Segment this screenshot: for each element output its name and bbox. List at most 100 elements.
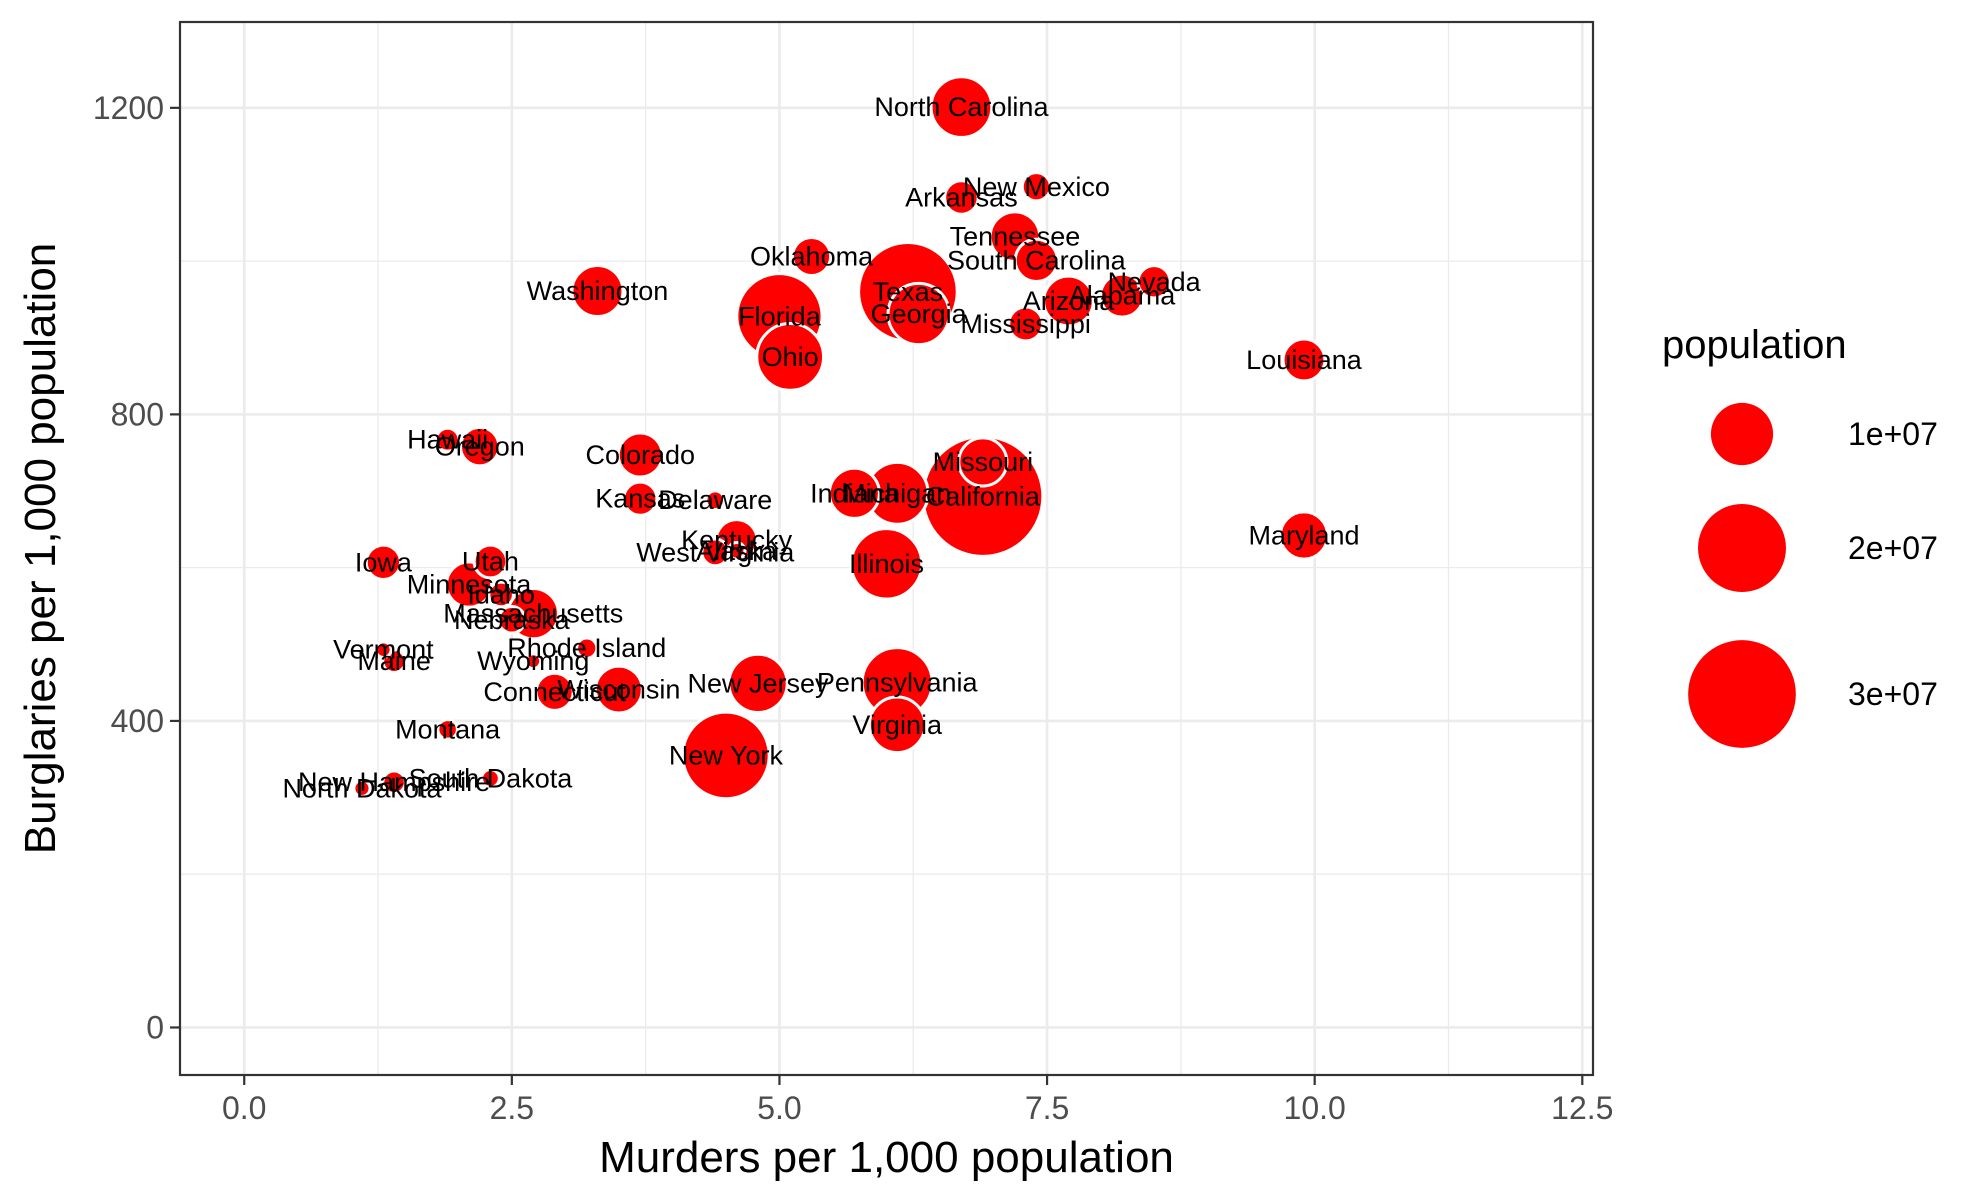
grid-lines — [180, 22, 1593, 1075]
point-label-montana: Montana — [395, 714, 501, 744]
x-tick-label: 0.0 — [222, 1090, 266, 1126]
legend-label: 2e+07 — [1848, 530, 1938, 566]
x-axis-title: Murders per 1,000 population — [599, 1133, 1174, 1182]
point-montana — [436, 718, 459, 741]
point-label-washington: Washington — [527, 276, 669, 306]
point-wisconsin — [593, 664, 644, 715]
legend-label: 3e+07 — [1848, 676, 1938, 712]
point-label-massachusetts: Massachusetts — [443, 599, 623, 629]
point-label-texas: Texas — [873, 277, 944, 307]
point-label-wisconsin: Wisconsin — [557, 675, 680, 705]
y-tick-label: 800 — [111, 396, 164, 432]
point-label-north-carolina: North Carolina — [874, 92, 1049, 122]
point-label-missouri: Missouri — [933, 447, 1034, 477]
point-washington — [570, 264, 625, 318]
point-label-arizona: Arizona — [1023, 286, 1116, 316]
point-new-hampshire — [381, 769, 407, 796]
point-label-new-hampshire: New Hampshire — [298, 767, 490, 797]
point-indiana — [827, 466, 881, 520]
point-label-oregon: Oregon — [435, 432, 525, 462]
point-maryland — [1278, 510, 1330, 561]
point-label-minnesota: Minnesota — [407, 570, 533, 600]
point-iowa — [364, 543, 403, 581]
x-tick-label: 2.5 — [490, 1090, 534, 1126]
point-label-tennessee: Tennessee — [950, 222, 1081, 252]
point-label-california: California — [926, 481, 1041, 511]
point-label-delaware: Delaware — [658, 485, 772, 515]
point-label-colorado: Colorado — [586, 440, 696, 470]
legend-key — [1698, 504, 1786, 592]
point-colorado — [616, 431, 664, 479]
panel-border — [178, 20, 1595, 1077]
y-tick-label: 1200 — [93, 90, 164, 126]
point-south-dakota — [480, 768, 501, 789]
point-kansas — [622, 480, 659, 517]
point-label-oklahoma: Oklahoma — [750, 242, 874, 272]
legend-title: population — [1662, 323, 1847, 367]
point-label-utah: Utah — [462, 547, 519, 577]
point-wyoming — [524, 652, 543, 671]
point-label-south-dakota: South Dakota — [409, 763, 574, 793]
point-label-maryland: Maryland — [1248, 520, 1359, 550]
point-nebraska — [497, 604, 527, 635]
point-label-kentucky: Kentucky — [681, 525, 793, 555]
point-label-west-virginia: West Virginia — [636, 537, 795, 567]
point-label-maine: Maine — [357, 646, 431, 676]
y-tick-label: 0 — [146, 1009, 164, 1045]
point-idaho — [487, 580, 515, 609]
x-tick-label: 7.5 — [1025, 1090, 1069, 1126]
legend-key — [1688, 640, 1796, 748]
point-label-kansas: Kansas — [595, 484, 685, 514]
point-delaware — [704, 489, 727, 512]
point-label-new-mexico: New Mexico — [963, 172, 1110, 202]
point-label-michigan: Michigan — [843, 478, 951, 508]
point-arkansas — [943, 179, 980, 216]
point-label-arkansas: Arkansas — [905, 183, 1018, 213]
point-label-illinois: Illinois — [849, 549, 924, 579]
point-label-north-dakota: North Dakota — [282, 773, 442, 803]
legend-key — [1710, 402, 1774, 466]
point-hawaii — [434, 426, 461, 453]
axes: 0.0 2.5 5.0 7.5 10.0 12.5 0 400 800 1200 — [93, 90, 1614, 1126]
data-points — [352, 75, 1330, 801]
point-label-rhode-island: Rhode Island — [507, 633, 666, 663]
y-axis-title: Burglaries per 1,000 population — [16, 243, 65, 855]
x-tick-label: 5.0 — [757, 1090, 801, 1126]
point-rhode-island — [575, 636, 599, 660]
point-label-nebraska: Nebraska — [454, 605, 571, 635]
point-label-idaho: Idaho — [467, 579, 535, 609]
point-arizona — [1042, 274, 1095, 328]
point-label-pennsylvania: Pennsylvania — [817, 668, 979, 698]
point-label-louisiana: Louisiana — [1246, 345, 1363, 375]
point-label-south-carolina: South Carolina — [947, 245, 1127, 275]
point-oregon — [458, 425, 501, 468]
point-label-vermont: Vermont — [333, 635, 434, 665]
point-ohio — [755, 322, 826, 392]
point-north-carolina — [929, 75, 994, 139]
point-label-georgia: Georgia — [871, 299, 968, 329]
point-alaska — [726, 541, 747, 561]
point-south-carolina — [1013, 237, 1060, 283]
point-label-alaska: Alaska — [696, 536, 778, 566]
point-new-york — [681, 710, 771, 801]
point-illinois — [849, 527, 924, 601]
point-virginia — [867, 695, 927, 755]
point-louisiana — [1281, 337, 1327, 383]
point-vermont — [374, 640, 393, 659]
point-label-ohio: Ohio — [762, 342, 819, 372]
point-new-jersey — [727, 652, 789, 715]
point-nevada — [1136, 264, 1172, 300]
point-label-new-jersey: New Jersey — [688, 668, 830, 698]
point-label-indiana: Indiana — [810, 478, 900, 508]
point-label-new-york: New York — [669, 740, 784, 770]
point-label-florida: Florida — [738, 301, 822, 331]
point-oklahoma — [791, 235, 833, 278]
x-tick-label: 10.0 — [1284, 1090, 1346, 1126]
y-tick-label: 400 — [111, 703, 164, 739]
point-label-iowa: Iowa — [355, 547, 413, 577]
point-label-nevada: Nevada — [1108, 267, 1202, 297]
point-label-wyoming: Wyoming — [477, 646, 589, 676]
